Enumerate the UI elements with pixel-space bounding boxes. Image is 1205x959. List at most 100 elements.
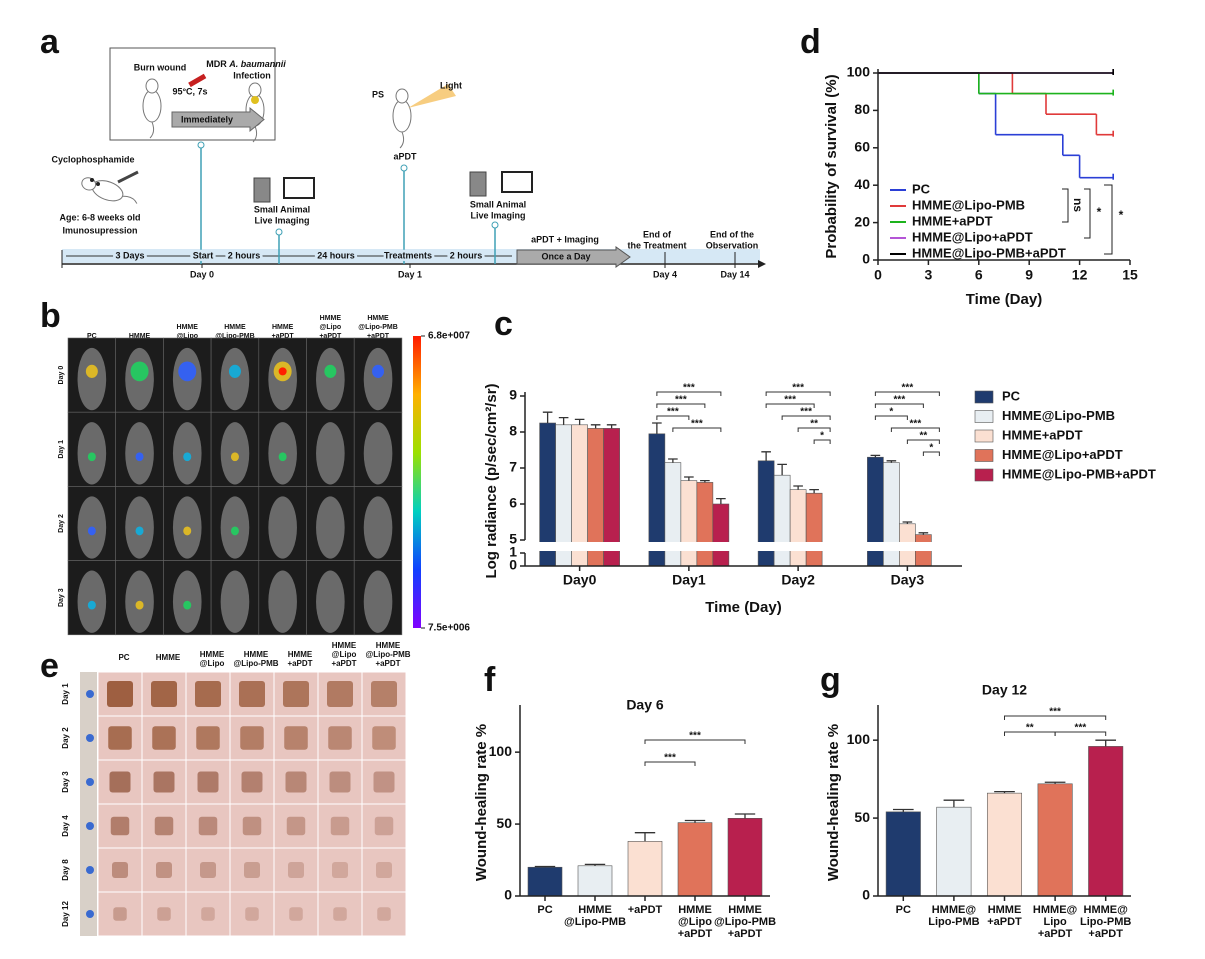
error-bar [668, 458, 678, 463]
imager-icon [253, 177, 271, 203]
error-bar [918, 532, 929, 535]
column-label: @Lipo [320, 324, 342, 331]
panel-letter: e [40, 647, 59, 685]
y-axis-label: Probability of survival (%) [823, 74, 840, 258]
label: Imunosupression [62, 225, 137, 235]
significance-bracket [1084, 188, 1091, 239]
column-label: +aPDT [272, 333, 295, 340]
error-bar [994, 790, 1015, 794]
column-label: +aPDT [319, 333, 342, 340]
significance-bracket [672, 427, 722, 432]
label: aPDT + Imaging [531, 234, 599, 244]
significance-bracket [890, 427, 940, 432]
x-tick-label: 3 [925, 267, 933, 283]
label: PS [372, 89, 384, 99]
legend-label: HMME@Lipo-PMB+aPDT [1002, 466, 1156, 481]
bar [986, 792, 1023, 897]
mouse-silhouette [220, 570, 250, 633]
photo-cell [317, 803, 363, 849]
wound [373, 771, 395, 793]
significance-label: ** [810, 419, 818, 430]
significance-bracket [656, 403, 706, 408]
day-label: Day 14 [720, 269, 749, 279]
significance-bracket [644, 761, 696, 766]
column-label: @Lipo-PMB [365, 650, 410, 659]
significance-label: *** [691, 419, 703, 430]
signal [135, 600, 144, 610]
day-label: Day 4 [653, 269, 677, 279]
error-bar [534, 865, 556, 868]
x-tick-label: HMME@ [1033, 904, 1078, 916]
pill-icon [96, 182, 100, 186]
wound [242, 816, 262, 836]
column-label: PC [87, 333, 97, 340]
y-tick-label: 100 [489, 743, 513, 759]
wound [332, 862, 348, 878]
ruler-mark [86, 822, 94, 830]
wound [156, 862, 172, 878]
x-axis-label: Time (Day) [966, 291, 1042, 308]
label: End of the [710, 229, 754, 239]
significance-bracket [656, 391, 722, 396]
photo-cell [185, 847, 231, 893]
step-label: 24 hours [317, 250, 355, 260]
x-tick-label: Day2 [781, 572, 815, 588]
wound [244, 862, 260, 878]
legend-label: PC [1002, 388, 1021, 403]
significance-label: *** [910, 419, 922, 430]
label: MDR [206, 59, 227, 69]
photo-cell [361, 803, 407, 849]
column-label: +aPDT [331, 659, 356, 668]
step-label: Start [193, 250, 214, 260]
column-label: HMME [177, 324, 199, 331]
error-bar [809, 488, 819, 494]
photo-cell [317, 891, 363, 937]
wound [377, 907, 391, 921]
error-bar [892, 808, 914, 812]
wound [329, 771, 351, 793]
signal [87, 600, 96, 610]
wound [245, 907, 259, 921]
x-tick-label: 12 [1072, 267, 1088, 283]
light-beam [408, 84, 456, 108]
legend-swatch [974, 410, 994, 423]
marker [491, 221, 499, 229]
label: Observation [706, 240, 759, 250]
photo-cell [229, 847, 275, 893]
x-tick-label: HMME@ [932, 904, 977, 916]
bar [677, 822, 713, 897]
step-label: 3 Days [115, 250, 144, 260]
label: Immediately [181, 114, 233, 124]
error-bar [1095, 739, 1117, 747]
significance-label: * [889, 407, 893, 418]
signal [85, 364, 98, 378]
label: A. baumannii [228, 59, 286, 69]
significance-label: *** [902, 383, 914, 394]
wound [376, 862, 392, 878]
x-tick-label: HMME [678, 904, 712, 916]
error-bar [558, 416, 569, 425]
wound [110, 816, 130, 836]
significance-bracket [1062, 188, 1069, 223]
significance-bracket [874, 403, 924, 408]
error-bar [886, 460, 897, 463]
label: Infection [233, 70, 271, 80]
mouse-silhouette [363, 347, 393, 411]
row-label: Day 8 [61, 859, 70, 881]
x-tick-label: @Lipo [678, 916, 712, 928]
error-bar [574, 418, 585, 425]
ruler-mark [86, 910, 94, 918]
y-tick-label: 1 [509, 544, 517, 560]
x-axis-label: Time (Day) [705, 599, 781, 616]
wound [372, 726, 396, 750]
column-label: @Lipo-PMB [358, 324, 397, 331]
x-tick-label: +aPDT [728, 928, 763, 940]
heater-icon [188, 73, 207, 88]
x-tick-label: HMME [728, 904, 762, 916]
label: Once a Day [541, 251, 590, 261]
error-bar [902, 521, 913, 524]
column-label: @Lipo [176, 333, 198, 340]
column-label: HMME [320, 315, 342, 322]
arrow [516, 246, 631, 268]
wound [240, 726, 264, 750]
